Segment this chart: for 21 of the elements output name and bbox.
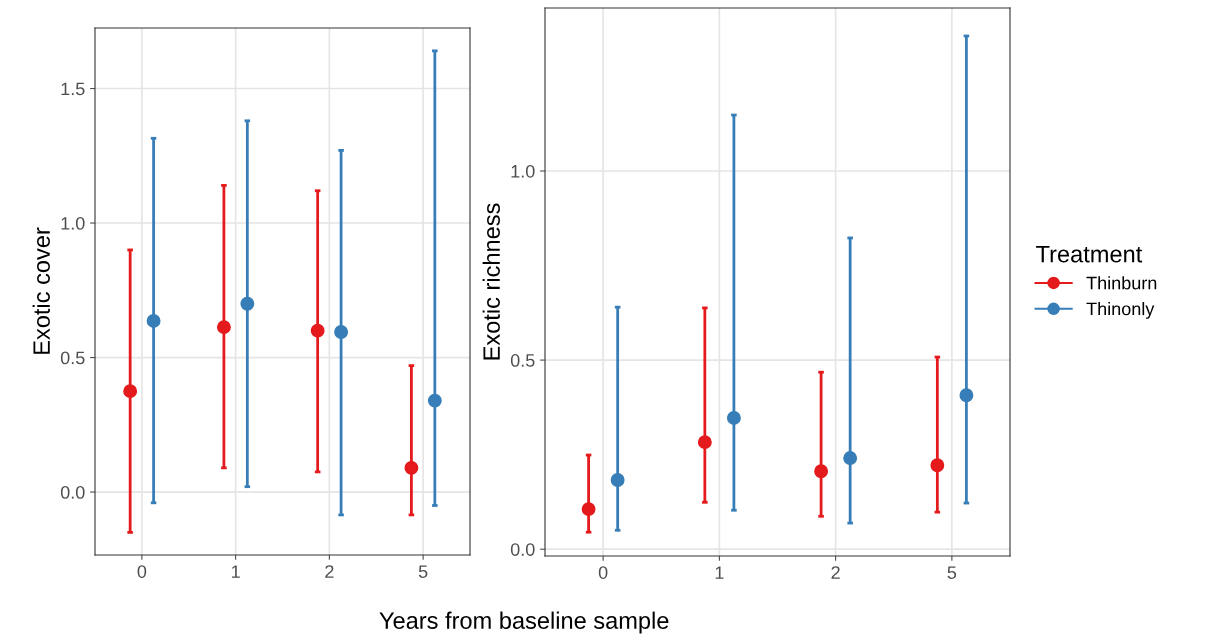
x-tick-label: 2 xyxy=(325,565,334,578)
x-tick-label: 1 xyxy=(715,566,724,579)
y-tick-label: 0.5 xyxy=(60,351,85,365)
y-tick-label: 1.0 xyxy=(511,164,535,178)
y-tick-label: 0.0 xyxy=(60,485,85,499)
y-tick-label: 0.0 xyxy=(510,543,535,556)
x-tick-label: 5 xyxy=(418,565,428,578)
x-tick-label: 0 xyxy=(137,565,147,578)
x-tick-label: 5 xyxy=(947,566,957,579)
y-tick-label: 0.5 xyxy=(510,354,535,367)
legend-label: Thinburn xyxy=(1086,276,1157,290)
y-axis-title: Exotic richness xyxy=(482,203,500,360)
x-tick-label: 1 xyxy=(231,565,240,578)
legend-label: Thinonly xyxy=(1086,302,1155,319)
legend-title: Treatment xyxy=(1036,246,1143,263)
x-tick-label: 0 xyxy=(598,566,608,579)
y-tick-label: 1.5 xyxy=(61,82,85,96)
y-axis-title: Exotic cover xyxy=(32,227,50,354)
y-tick-label: 1.0 xyxy=(61,216,85,230)
x-tick-label: 2 xyxy=(831,566,840,579)
x-axis-title: Years from baseline sample xyxy=(379,611,669,634)
